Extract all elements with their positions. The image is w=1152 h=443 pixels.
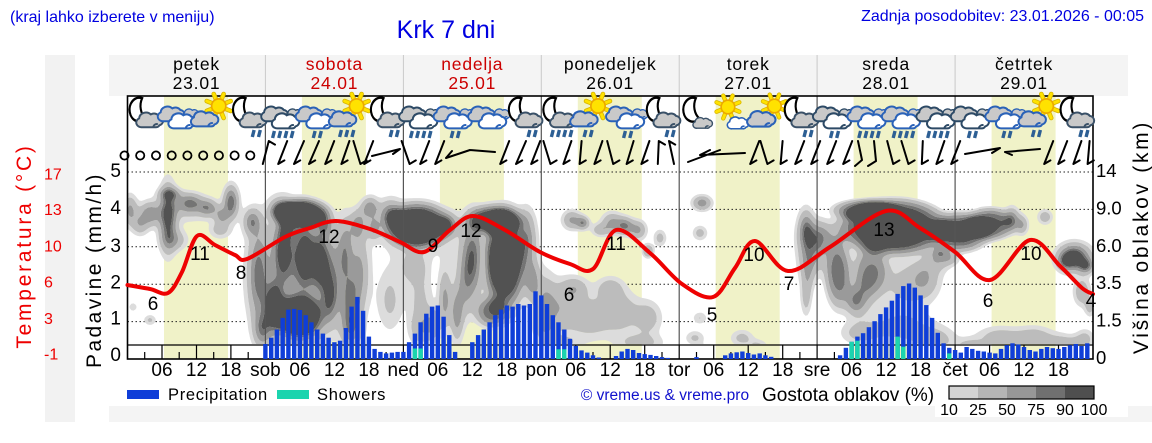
svg-text:0: 0 [1096,347,1106,368]
svg-text:18: 18 [358,360,379,381]
svg-text:18: 18 [496,360,517,381]
svg-text:3: 3 [44,311,53,328]
svg-text:Precipitation: Precipitation [168,386,268,404]
svg-text:nedelja: nedelja [441,54,503,74]
svg-text:06: 06 [841,360,862,381]
svg-text:petek: petek [173,54,220,74]
svg-text:(kraj lahko izberete v meniju): (kraj lahko izberete v meniju) [10,9,215,26]
svg-text:18: 18 [1048,360,1069,381]
svg-text:6: 6 [564,285,575,306]
svg-text:Showers: Showers [317,386,386,404]
svg-text:12: 12 [738,360,759,381]
svg-text:28.01: 28.01 [862,73,910,93]
svg-text:Višina oblakov (km): Višina oblakov (km) [1130,120,1152,354]
svg-text:27.01: 27.01 [724,73,772,93]
svg-text:12: 12 [876,360,897,381]
svg-text:06: 06 [151,360,172,381]
svg-text:25: 25 [969,402,987,419]
svg-text:3.5: 3.5 [1096,272,1122,293]
svg-text:9: 9 [428,236,439,257]
svg-text:četrtek: četrtek [995,54,1053,74]
svg-text:24.01: 24.01 [311,73,359,93]
svg-text:06: 06 [565,360,586,381]
svg-text:23.01: 23.01 [173,73,221,93]
svg-text:tor: tor [668,360,691,381]
svg-text:ponedeljek: ponedeljek [564,54,657,74]
svg-text:Temperatura (°C): Temperatura (°C) [13,143,36,348]
svg-text:06: 06 [427,360,448,381]
svg-text:25.01: 25.01 [448,73,496,93]
svg-text:17: 17 [44,167,62,184]
svg-text:4: 4 [1086,291,1097,312]
svg-text:6: 6 [148,294,159,315]
svg-text:100: 100 [1081,402,1108,419]
svg-text:10: 10 [940,402,958,419]
svg-text:26.01: 26.01 [586,73,634,93]
svg-text:5: 5 [110,161,121,182]
svg-text:2: 2 [110,272,121,293]
svg-text:6: 6 [983,291,994,312]
svg-text:8: 8 [236,263,247,284]
svg-text:10: 10 [1020,244,1041,265]
svg-text:10: 10 [743,245,764,266]
svg-text:06: 06 [979,360,1000,381]
svg-text:torek: torek [727,54,770,74]
svg-text:7: 7 [784,274,795,295]
svg-text:ned: ned [388,360,420,381]
svg-text:sre: sre [804,360,830,381]
svg-text:12: 12 [1013,360,1034,381]
svg-text:12: 12 [324,360,345,381]
svg-text:10: 10 [44,239,62,256]
svg-text:© vreme.us & vreme.pro: © vreme.us & vreme.pro [581,387,749,404]
svg-text:18: 18 [772,360,793,381]
svg-text:9.0: 9.0 [1096,197,1122,218]
svg-text:06: 06 [703,360,724,381]
svg-text:Zadnja posodobitev: 23.01.2026: Zadnja posodobitev: 23.01.2026 - 00:05 [861,8,1144,25]
svg-text:5: 5 [707,305,718,326]
svg-text:12: 12 [186,360,207,381]
svg-text:4: 4 [110,198,121,219]
svg-text:čet: čet [942,360,968,381]
svg-text:18: 18 [634,360,655,381]
svg-text:75: 75 [1027,402,1045,419]
svg-text:90: 90 [1056,402,1074,419]
svg-text:6: 6 [44,275,53,292]
svg-text:50: 50 [998,402,1016,419]
svg-text:sobota: sobota [306,54,363,74]
svg-text:1: 1 [110,308,121,329]
svg-text:1.5: 1.5 [1096,310,1122,331]
svg-text:13: 13 [873,220,894,241]
svg-text:6.0: 6.0 [1096,235,1122,256]
svg-text:12: 12 [318,227,339,248]
svg-text:13: 13 [44,202,62,219]
svg-text:Padavine (mm/h): Padavine (mm/h) [83,172,106,368]
svg-text:Krk 7 dni: Krk 7 dni [397,16,496,44]
svg-text:-1: -1 [44,347,58,364]
svg-text:12: 12 [462,360,483,381]
svg-text:pon: pon [525,360,557,381]
svg-text:18: 18 [910,360,931,381]
svg-text:sob: sob [250,360,281,381]
svg-text:06: 06 [289,360,310,381]
svg-text:Gostota oblakov (%): Gostota oblakov (%) [762,385,934,406]
svg-text:sreda: sreda [862,54,910,74]
svg-text:11: 11 [606,234,626,255]
svg-text:12: 12 [600,360,621,381]
svg-text:12: 12 [460,221,481,242]
svg-text:29.01: 29.01 [1000,73,1048,93]
svg-text:3: 3 [110,236,121,257]
svg-text:14: 14 [1096,160,1117,181]
svg-text:0: 0 [110,345,121,366]
svg-text:11: 11 [190,244,210,265]
svg-text:18: 18 [220,360,241,381]
